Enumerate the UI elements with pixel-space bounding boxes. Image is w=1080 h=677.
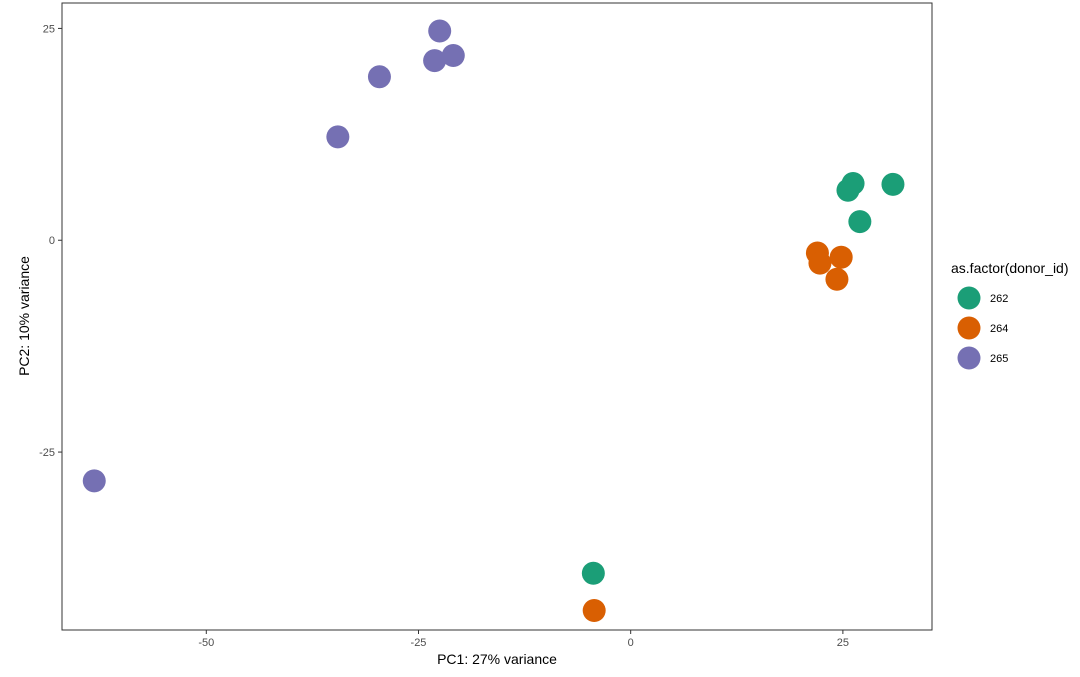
y-axis: -25 0 25 xyxy=(39,23,62,459)
legend-label-265: 265 xyxy=(990,353,1008,365)
point-donor-265 xyxy=(82,469,106,493)
point-donor-265 xyxy=(441,44,465,68)
x-tick-label: -50 xyxy=(198,637,214,649)
x-axis-title: PC1: 27% variance xyxy=(437,651,557,667)
point-donor-264 xyxy=(808,251,832,275)
y-tick-label: 25 xyxy=(43,23,55,35)
legend-items: 262 264 265 xyxy=(957,286,1008,370)
legend-key-264 xyxy=(957,316,981,340)
point-donor-264 xyxy=(829,245,853,269)
point-donor-265 xyxy=(367,65,391,89)
x-tick-label: -25 xyxy=(411,637,427,649)
legend-label-264: 264 xyxy=(990,323,1008,335)
point-donor-265 xyxy=(423,49,447,73)
legend-title: as.factor(donor_id) xyxy=(951,260,1069,276)
point-donor-262 xyxy=(881,172,905,196)
legend: as.factor(donor_id) 262 264 265 xyxy=(951,260,1069,370)
y-axis-title: PC2: 10% variance xyxy=(16,256,32,376)
y-tick-label: -25 xyxy=(39,447,55,459)
point-donor-262 xyxy=(581,561,605,585)
legend-key-265 xyxy=(957,346,981,370)
point-donor-265 xyxy=(326,125,350,149)
y-tick-label: 0 xyxy=(49,235,55,247)
x-tick-label: 0 xyxy=(628,637,634,649)
legend-key-262 xyxy=(957,286,981,310)
point-donor-264 xyxy=(582,599,606,623)
point-donor-262 xyxy=(848,210,872,234)
scatter-points xyxy=(82,19,905,623)
point-donor-264 xyxy=(825,267,849,291)
x-axis: -50 -25 0 25 xyxy=(198,630,849,649)
legend-label-262: 262 xyxy=(990,293,1008,305)
plot-panel xyxy=(61,2,933,631)
point-donor-265 xyxy=(428,19,452,43)
x-tick-label: 25 xyxy=(837,637,849,649)
point-donor-262 xyxy=(836,178,860,202)
